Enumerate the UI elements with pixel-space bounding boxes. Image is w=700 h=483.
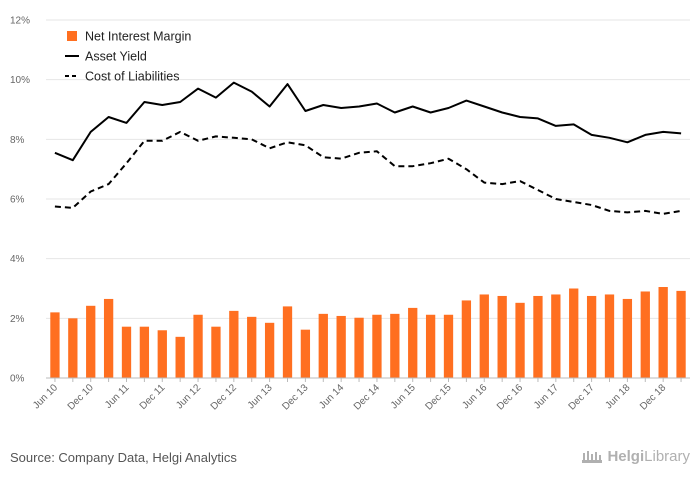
x-tick-label: Dec 14	[352, 382, 382, 412]
y-tick-label: 8%	[10, 135, 25, 146]
nim-bar	[604, 294, 615, 378]
x-tick-label: Jun 11	[103, 382, 132, 411]
nim-bar	[533, 295, 543, 378]
x-tick-label: Jun 16	[460, 382, 489, 411]
y-tick-label: 4%	[10, 254, 25, 265]
logo-suffix: Library	[644, 448, 690, 465]
nim-bar	[336, 315, 346, 378]
legend-label: Net Interest Margin	[85, 30, 191, 44]
nim-bar	[443, 314, 454, 378]
nim-bar	[408, 307, 418, 378]
nim-bar	[586, 295, 597, 378]
x-tick-label: Dec 18	[638, 382, 668, 412]
nim-bar	[354, 317, 364, 378]
grid	[46, 19, 690, 319]
helgi-library-logo: HelgiLibrary	[581, 448, 690, 465]
x-tick-label: Dec 15	[423, 382, 453, 412]
nim-bar	[300, 329, 311, 378]
nim-bar	[658, 287, 668, 378]
nim-bar	[229, 310, 239, 378]
nim-bar	[86, 305, 96, 378]
nim-bar	[497, 295, 507, 378]
nim-bar	[515, 302, 525, 378]
legend-label: Cost of Liabilities	[85, 70, 180, 84]
source-note: Source: Company Data, Helgi Analytics	[10, 450, 237, 465]
nim-bar	[282, 306, 293, 378]
x-tick-label: Jun 10	[31, 382, 60, 411]
lines	[54, 81, 682, 215]
nim-bar	[121, 326, 132, 378]
y-tick-label: 2%	[10, 314, 25, 325]
nim-bar	[640, 291, 650, 378]
x-tick-label: Jun 13	[246, 382, 275, 411]
y-tick-label: 6%	[10, 195, 25, 206]
x-tick-label: Dec 10	[66, 382, 96, 412]
nim-bar	[318, 313, 328, 378]
y-tick-label: 12%	[10, 16, 30, 27]
x-tick-label: Jun 12	[174, 382, 203, 411]
cost-of-liabilities-line	[54, 130, 682, 215]
nim-bar	[425, 314, 436, 378]
nim-bar	[264, 322, 275, 378]
nim-bar	[676, 290, 686, 378]
nim-bar	[68, 318, 78, 378]
legend-label: Asset Yield	[85, 50, 147, 64]
nim-bar	[139, 326, 150, 378]
nim-bar	[103, 298, 114, 378]
nim-bar	[390, 313, 400, 378]
nim-bar	[479, 294, 489, 378]
nim-bar	[551, 294, 561, 378]
y-tick-label: 10%	[10, 75, 30, 86]
legend-swatch-bar	[67, 31, 77, 41]
x-tick-label: Jun 17	[532, 382, 561, 411]
x-tick-label: Jun 15	[389, 382, 418, 411]
nim-bar	[372, 314, 382, 378]
nim-bar	[569, 288, 579, 378]
asset-yield-line	[54, 81, 682, 162]
x-tick-label: Dec 11	[138, 382, 168, 412]
nim-bar	[461, 300, 472, 378]
bars	[50, 287, 686, 378]
nim-bar	[157, 330, 167, 378]
nim-bar	[622, 298, 633, 378]
library-icon	[582, 450, 603, 463]
x-tick-label: Dec 12	[209, 382, 239, 412]
x-tick-label: Jun 18	[603, 382, 632, 411]
x-tick-label: Jun 14	[317, 382, 346, 411]
x-tick-label: Dec 17	[567, 382, 597, 412]
y-tick-label: 0%	[10, 374, 25, 385]
nim-bar	[211, 326, 221, 378]
nim-bar	[175, 336, 185, 378]
logo-name: Helgi	[607, 448, 645, 465]
nim-bar	[193, 314, 203, 378]
x-tick-label: Dec 13	[280, 382, 310, 412]
nim-bar	[247, 316, 257, 378]
nim-bar	[50, 312, 60, 378]
x-tick-label: Dec 16	[495, 382, 525, 412]
legend: Net Interest Margin Asset Yield Cost of Li…	[65, 30, 191, 84]
